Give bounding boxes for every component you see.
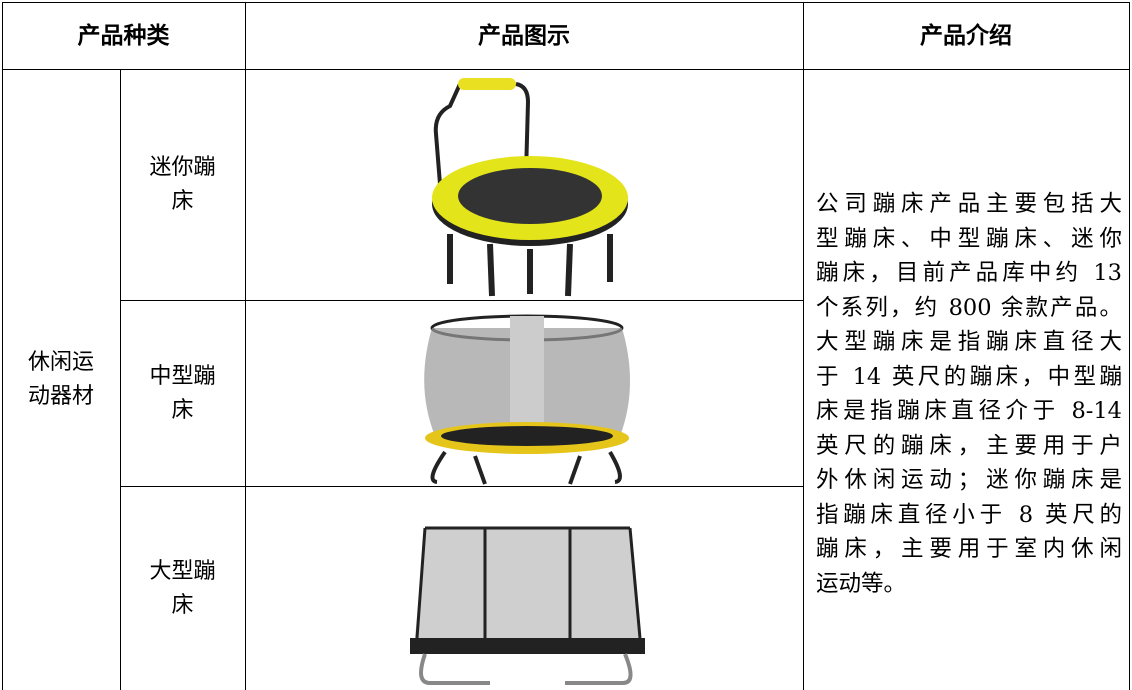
- header-cell: 产品介绍: [920, 21, 1012, 49]
- description-line: 外休闲运动；迷你蹦床是: [816, 467, 1122, 493]
- description-line: 床是指蹦床直径介于 8-14: [816, 398, 1122, 424]
- description-line: 型蹦床、中型蹦床、迷你: [816, 225, 1122, 252]
- border: [803, 2, 804, 690]
- description-line: 蹦床，主要用于室内休闲: [816, 536, 1122, 562]
- header-cell: 产品图示: [478, 21, 570, 49]
- border: [245, 2, 246, 690]
- description: 公司蹦床产品主要包括大 型蹦床、中型蹦床、迷你 蹦床，目前产品库中约 13 个系列，约…: [816, 187, 1122, 601]
- border: [120, 486, 803, 487]
- medium-trampoline-image: [424, 314, 631, 485]
- border: [120, 69, 121, 690]
- product-name: 迷你蹦床: [149, 155, 216, 214]
- border: [2, 2, 3, 690]
- product-name: 中型蹦床: [149, 363, 216, 423]
- border: [2, 69, 1130, 70]
- description-line: 于 14 英尺的蹦床，中型蹦: [816, 363, 1122, 390]
- description-line: 指蹦床直径小于 8 英尺的: [816, 501, 1122, 528]
- category-cell: 休闲运动器材: [27, 350, 94, 409]
- description-line: 个系列，约 800 余款产品。: [816, 294, 1122, 321]
- description-line: 公司蹦床产品主要包括大: [816, 191, 1122, 217]
- description-line: 运动等。: [816, 570, 907, 597]
- border: [2, 2, 1130, 3]
- border: [120, 300, 803, 301]
- large-trampoline-image: [410, 526, 645, 685]
- description-line: 蹦床，目前产品库中约 13: [816, 260, 1122, 286]
- header-cell: 产品种类: [77, 21, 170, 49]
- border: [1129, 2, 1130, 690]
- description-line: 英尺的蹦床，主要用于户: [816, 432, 1122, 459]
- product-name: 大型蹦床: [149, 558, 216, 618]
- description-line: 大型蹦床是指蹦床直径大: [816, 329, 1122, 355]
- mini-trampoline-image: [432, 78, 628, 297]
